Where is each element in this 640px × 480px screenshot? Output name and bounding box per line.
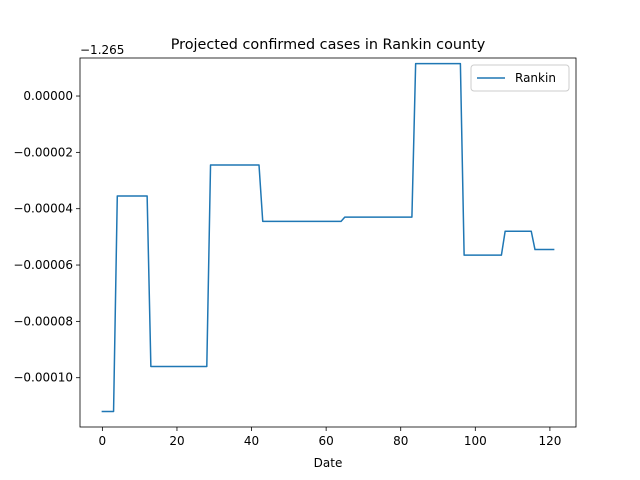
x-tick-label: 60 [318, 434, 333, 448]
plot-area [80, 58, 576, 427]
y-tick-label: −0.00010 [13, 371, 73, 385]
x-tick-label: 0 [99, 434, 107, 448]
y-tick-label: −0.00008 [13, 314, 73, 328]
y-tick-label: −0.00002 [13, 145, 73, 159]
x-tick-label: 20 [169, 434, 184, 448]
legend-label: Rankin [515, 71, 556, 85]
x-tick-label: 120 [538, 434, 561, 448]
plot-frame [79, 57, 577, 428]
x-tick-label: 80 [393, 434, 408, 448]
y-offset-text: −1.265 [80, 43, 124, 57]
y-axis-ticks: 0.00000 −0.00002 −0.00004 −0.00006 −0.00008 −… [13, 89, 80, 385]
y-tick-label: −0.00006 [13, 258, 73, 272]
x-axis-label: Date [314, 456, 343, 470]
x-tick-label: 40 [244, 434, 259, 448]
y-tick-label: −0.00004 [13, 202, 73, 216]
series-line-rankin [101, 62, 555, 413]
legend: Rankin [470, 64, 570, 92]
legend-frame [470, 64, 570, 92]
series-layer [101, 62, 555, 413]
y-tick-label: 0.00000 [23, 89, 73, 103]
x-tick-label: 100 [464, 434, 487, 448]
x-axis-ticks: 0 20 40 60 80 100 120 [99, 427, 561, 448]
chart-title: Projected confirmed cases in Rankin coun… [171, 37, 486, 53]
